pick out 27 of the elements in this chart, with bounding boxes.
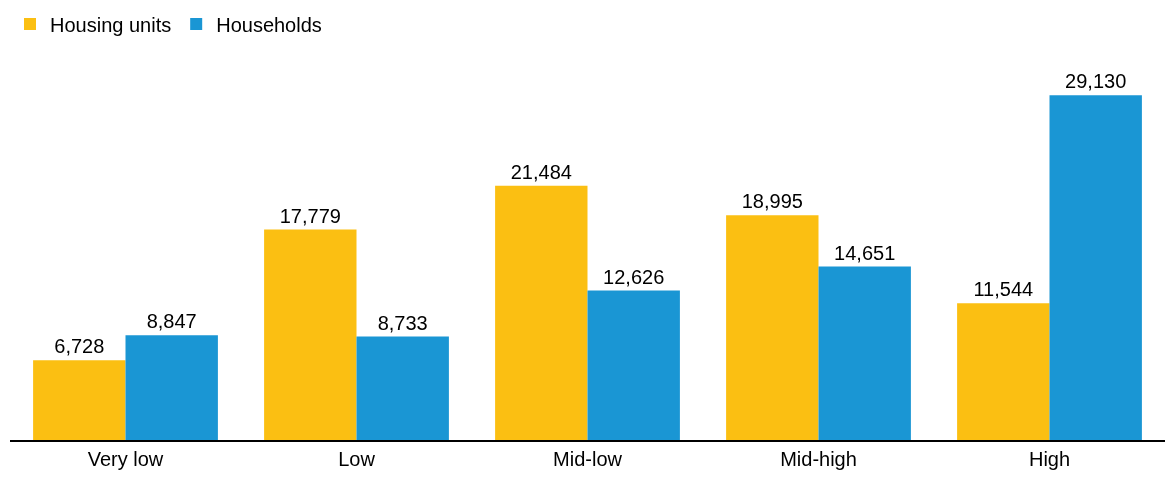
legend-label: Households: [216, 13, 322, 36]
data-label: 18,995: [741, 190, 803, 213]
data-label: 12,626: [603, 265, 665, 288]
data-label: 11,544: [973, 278, 1034, 301]
data-label: 17,779: [279, 204, 341, 227]
bar: [1049, 95, 1142, 440]
x-tick-label: Mid-low: [553, 448, 623, 470]
bar: [125, 335, 218, 440]
data-label: 14,651: [834, 241, 896, 264]
bar: [495, 185, 588, 440]
x-tick-label: Mid-high: [780, 448, 857, 470]
data-label: 8,847: [146, 310, 197, 333]
bar: [264, 229, 357, 440]
bar: [587, 290, 680, 440]
x-tick-label: Very low: [87, 448, 164, 470]
data-label: 6,728: [54, 335, 105, 358]
x-tick-label: High: [1028, 448, 1071, 470]
bar: [726, 215, 819, 440]
legend-label: Housing units: [50, 13, 172, 36]
bar: [957, 303, 1050, 440]
data-label: 8,733: [377, 311, 428, 334]
data-label: 29,130: [1065, 70, 1127, 93]
bar: [818, 266, 911, 440]
bar: [33, 360, 126, 440]
bar: [356, 336, 449, 440]
x-tick-label: Low: [338, 448, 376, 470]
data-label: 21,484: [510, 160, 572, 183]
